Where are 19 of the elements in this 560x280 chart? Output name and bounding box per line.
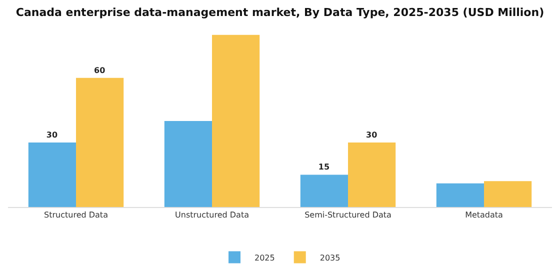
- x-tick-label: Metadata: [465, 210, 504, 220]
- bar: [436, 183, 484, 207]
- data-label: 30: [366, 130, 378, 140]
- data-label: 15: [318, 162, 330, 172]
- bar: [212, 34, 260, 207]
- chart-title: Canada enterprise data-management market, By Data Type, 2025-2035 (USD Million): [16, 6, 544, 20]
- bar: [300, 174, 348, 207]
- x-tick-label: Structured Data: [44, 210, 108, 220]
- bar: [28, 142, 76, 207]
- x-tick-label: Unstructured Data: [175, 210, 250, 220]
- legend-label: 2025: [254, 253, 275, 262]
- data-label: 30: [46, 130, 58, 140]
- bar: [164, 120, 212, 207]
- bar: [484, 181, 532, 207]
- legend-label: 2035: [320, 253, 340, 262]
- bar: [348, 142, 396, 207]
- data-label: 60: [94, 66, 106, 75]
- x-tick-label: Semi-Structured Data: [304, 210, 392, 220]
- bar: [76, 78, 124, 207]
